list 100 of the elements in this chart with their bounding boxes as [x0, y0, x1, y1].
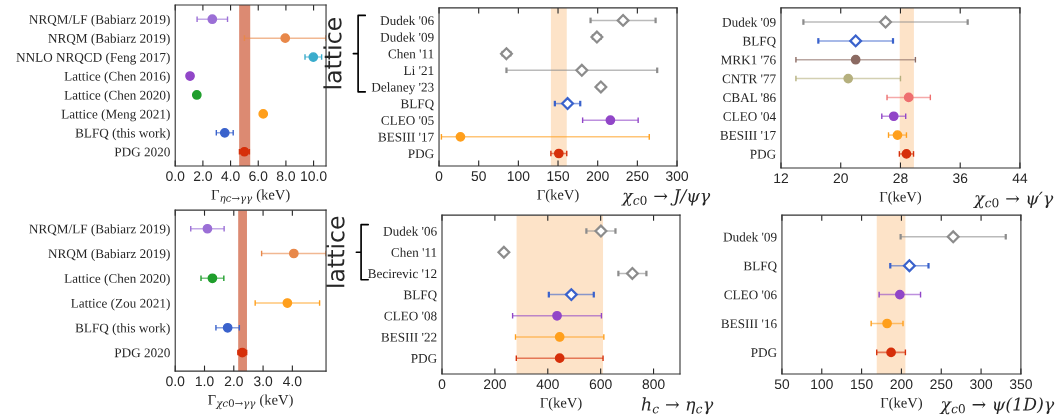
- y-tick-label: BLFQ (this work): [75, 323, 170, 336]
- point: [202, 223, 213, 234]
- point: [901, 149, 912, 159]
- point: [219, 127, 230, 138]
- x-tick-label: 50: [774, 379, 790, 390]
- x-tick-label: 4.0: [283, 376, 302, 387]
- point: [554, 353, 565, 364]
- y-tick-label: MRK1 '76: [720, 55, 776, 65]
- y-tick-label: PDG: [408, 149, 434, 159]
- x-tick-label: 350: [1009, 379, 1032, 390]
- y-tick-label: BLFQ (this work): [75, 128, 170, 141]
- y-tick-label: Dudek '06: [380, 15, 434, 26]
- point: [882, 318, 892, 329]
- y-tick-label: NRQM/LF (Babiarz 2019): [29, 14, 170, 27]
- x-tick-label: 100: [811, 379, 833, 390]
- y-tick-label: Dudek '09: [723, 232, 777, 242]
- y-tick-label: BESIII '17: [378, 132, 434, 142]
- point: [222, 322, 233, 333]
- point: [892, 130, 903, 140]
- point: [207, 14, 218, 25]
- point: [886, 347, 896, 358]
- x-tick-label: 200: [586, 171, 609, 182]
- point: [191, 90, 202, 100]
- x-tick-label: 2.0: [224, 376, 243, 387]
- point: [575, 63, 589, 77]
- x-tick-label: 28: [893, 173, 908, 184]
- y-tick-label: Dudek '09: [722, 17, 776, 27]
- point: [902, 259, 916, 273]
- point: [288, 248, 299, 259]
- y-tick-label: CLEO '04: [723, 112, 776, 121]
- point: [552, 310, 562, 321]
- y-tick-label: CBAL '86: [723, 93, 776, 103]
- y-tick-label: CNTR '77: [722, 74, 776, 84]
- y-tick-label: BESIII '16: [721, 319, 777, 329]
- y-tick-label: PDG: [411, 354, 437, 363]
- x-tick-label: 1.0: [195, 376, 214, 387]
- x-tick-label: 0.0: [166, 171, 185, 182]
- y-tick-label: Lattice (Chen 2020): [64, 90, 170, 103]
- point: [894, 289, 905, 300]
- point: [879, 15, 893, 29]
- y-tick-label: BESIII '22: [381, 332, 437, 342]
- x-tick-label: 10.0: [301, 171, 327, 182]
- point: [282, 298, 293, 308]
- y-tick-label: Delaney '23: [371, 82, 434, 95]
- x-tick-label: 300: [665, 171, 689, 182]
- point: [605, 115, 616, 126]
- point: [455, 131, 466, 142]
- point: [554, 332, 565, 342]
- y-tick-label: NRQM (Babiarz 2019): [48, 248, 170, 261]
- point: [594, 224, 608, 238]
- y-tick-label: CLEO '08: [384, 311, 437, 321]
- y-tick-label: BLFQ: [403, 290, 437, 302]
- point: [849, 34, 863, 48]
- x-tick-label: 0: [438, 379, 446, 390]
- y-tick-label: Lattice (Meng 2021): [61, 109, 170, 122]
- text: χ$_{c0}$ → ψ′γ: [973, 191, 1054, 209]
- x-tick-label: 250: [626, 171, 649, 182]
- y-tick-label: PDG 2020: [114, 348, 170, 358]
- y-tick-label: NRQM (Babiarz 2019): [48, 33, 170, 46]
- y-tick-label: Lattice (Zou 2021): [71, 298, 170, 311]
- point: [564, 288, 578, 302]
- y-tick-label: Li '21: [403, 66, 434, 75]
- y-tick-label: BESIII '17: [720, 130, 776, 140]
- point: [561, 97, 575, 111]
- y-tick-label: PDG 2020: [114, 147, 170, 157]
- x-tick-label: 0: [435, 171, 443, 182]
- text: lattice: [326, 216, 345, 287]
- x-tick-label: 600: [589, 379, 612, 390]
- x-axis-title: Γ(keV): [537, 189, 579, 203]
- point: [553, 148, 564, 159]
- point: [903, 92, 914, 103]
- point: [185, 71, 195, 81]
- x-axis-title: Γ$_{ηc→γγ}$ (keV): [211, 189, 290, 204]
- point: [625, 266, 639, 280]
- text: χ$_{c0}$ → J/ψγ: [621, 189, 711, 206]
- y-tick-label: BLFQ: [742, 36, 776, 48]
- x-tick-label: 100: [507, 171, 530, 182]
- annotation: lattice: [323, 18, 342, 89]
- point: [843, 73, 854, 84]
- point: [616, 13, 630, 27]
- x-tick-label: 8.0: [276, 171, 296, 182]
- text: h$_{c}$ → η$_{c}$γ: [641, 397, 714, 415]
- y-tick-label: NRQM/LF (Babiarz 2019): [29, 224, 170, 237]
- x-tick-label: 36: [953, 173, 968, 184]
- x-tick-label: 150: [547, 171, 570, 182]
- y-tick-label: Dudek '06: [383, 226, 437, 236]
- point: [308, 52, 319, 62]
- y-tick-label: Chen '11: [388, 49, 434, 59]
- y-tick-label: Lattice (Chen 2016): [64, 71, 170, 84]
- x-tick-label: 0.0: [166, 376, 185, 387]
- x-tick-label: 44: [1012, 173, 1028, 183]
- x-tick-label: 800: [642, 379, 665, 390]
- y-tick-label: BLFQ: [743, 261, 777, 273]
- y-tick-label: CLEO '05: [381, 116, 434, 125]
- x-tick-label: 20: [833, 173, 848, 184]
- x-axis-title: Γ(keV): [540, 397, 582, 411]
- x-axis-title: Γ(keV): [879, 191, 922, 205]
- point: [946, 230, 960, 244]
- x-tick-label: 200: [484, 379, 506, 390]
- x-tick-label: 150: [851, 379, 873, 390]
